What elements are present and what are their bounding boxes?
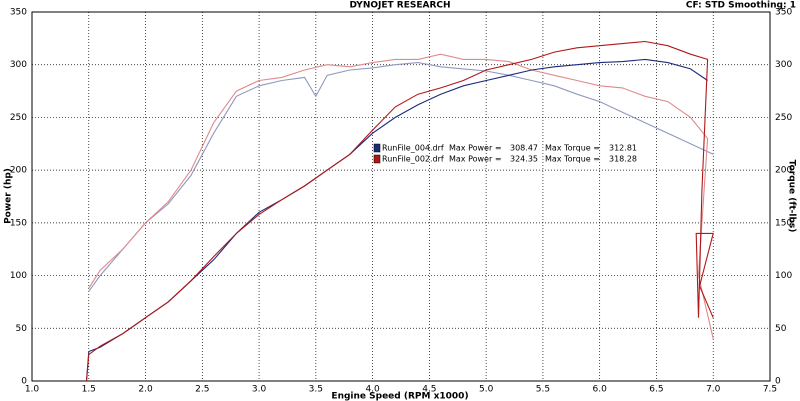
- x-tick-label: 3.5: [309, 385, 323, 395]
- x-tick-label: 7.5: [763, 385, 777, 395]
- legend-power-text: Max Power =: [449, 155, 502, 164]
- y-tick-label: 50: [16, 324, 28, 334]
- y-axis-title: Power (hp): [4, 168, 14, 224]
- y2-tick-label: 100: [775, 271, 792, 281]
- y2-tick-label: 350: [775, 8, 792, 18]
- y2-tick-label: 0: [775, 377, 781, 387]
- y2-tick-label: 250: [775, 113, 792, 123]
- y2-axis-title: Torque (ft-lbs): [787, 160, 797, 233]
- chart-title: DYNOJET RESEARCH: [349, 1, 450, 11]
- data-line: [85, 40, 714, 382]
- legend-power-text: Max Power =: [449, 144, 502, 153]
- y-tick-label: 250: [10, 113, 27, 123]
- y-tick-label: 300: [10, 60, 27, 70]
- legend-power-value: 324.35: [510, 155, 538, 164]
- x-tick-label: 6.5: [649, 385, 663, 395]
- legend-power-value: 308.47: [510, 144, 538, 153]
- x-tick-label: 7.0: [706, 385, 721, 395]
- x-tick-label: 2.0: [138, 385, 153, 395]
- y2-tick-label: 200: [775, 166, 792, 176]
- legend-torque-text: Max Torque =: [545, 155, 600, 164]
- x-tick-label: 6.0: [593, 385, 608, 395]
- data-line: [88, 62, 714, 292]
- y2-tick-label: 50: [775, 324, 787, 334]
- legend-name: RunFile_004.drf: [382, 144, 444, 153]
- y-tick-label: 150: [10, 218, 27, 228]
- x-tick-label: 5.0: [479, 385, 494, 395]
- legend-torque-value: 318.28: [609, 155, 637, 164]
- legend-torque-text: Max Torque =: [545, 144, 600, 153]
- x-tick-label: 1.0: [25, 385, 40, 395]
- y-tick-label: 0: [21, 377, 27, 387]
- x-tick-label: 1.5: [82, 385, 96, 395]
- y2-tick-label: 300: [775, 60, 792, 70]
- legend-torque-value: 312.81: [609, 144, 637, 153]
- x-tick-label: 3.0: [252, 385, 267, 395]
- x-tick-label: 4.0: [365, 385, 380, 395]
- x-tick-label: 2.5: [195, 385, 209, 395]
- y2-tick-label: 150: [775, 218, 792, 228]
- plot-frame: [31, 11, 771, 382]
- x-tick-label: 5.5: [536, 385, 550, 395]
- legend-swatch: [373, 154, 381, 164]
- x-tick-label: 4.5: [422, 385, 436, 395]
- subtitle: CF: STD Smoothing: 1: [686, 1, 796, 11]
- y-tick-label: 100: [10, 271, 27, 281]
- x-axis-title: Engine Speed (RPM x1000): [331, 392, 468, 401]
- y-tick-label: 200: [10, 166, 27, 176]
- legend-swatch: [373, 143, 381, 153]
- data-line: [88, 53, 714, 339]
- legend-name: RunFile_002.drf: [382, 155, 444, 164]
- y-tick-label: 350: [10, 8, 27, 18]
